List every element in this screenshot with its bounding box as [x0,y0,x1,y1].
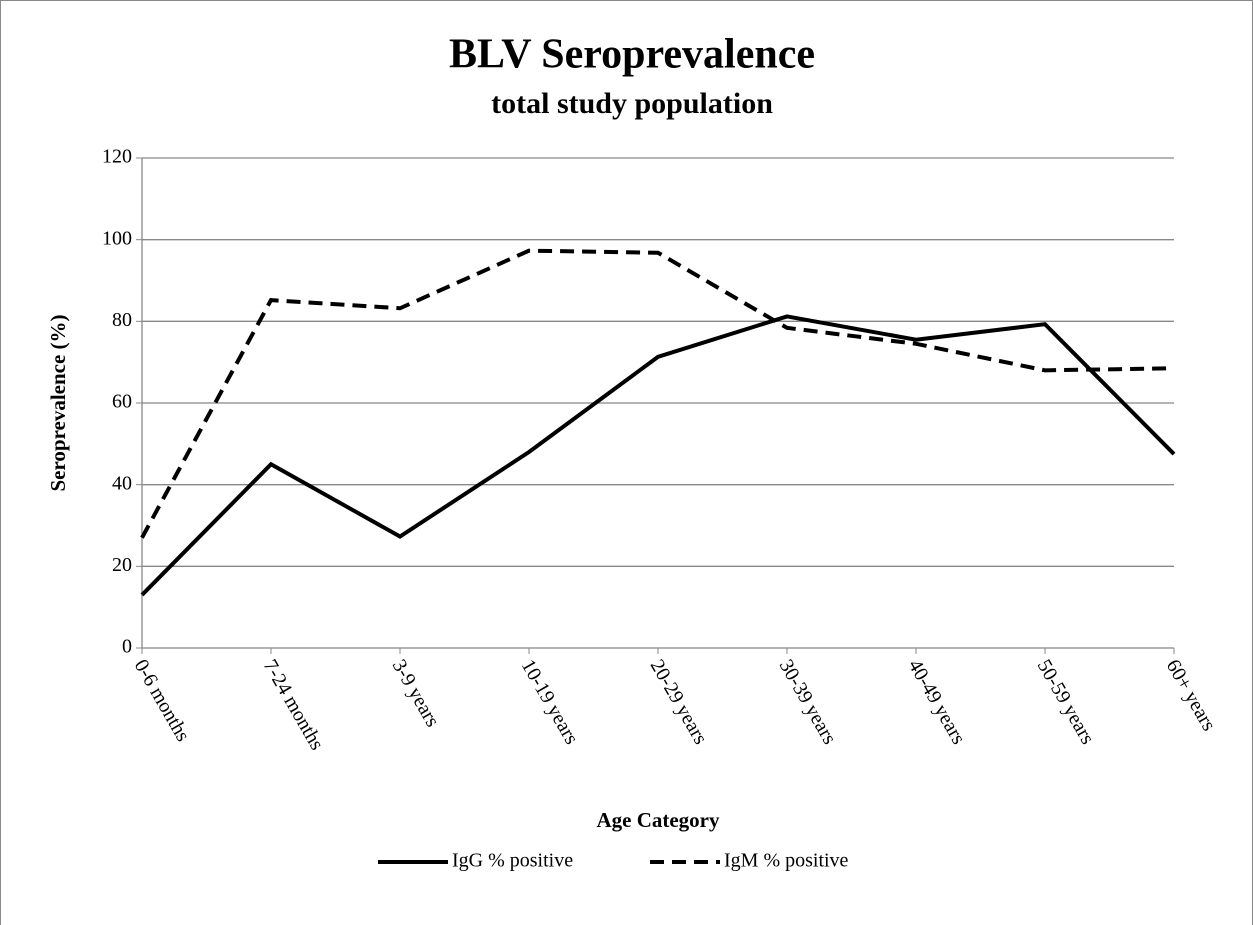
y-tick-label: 40 [112,472,132,494]
x-axis-title: Age Category [596,808,720,832]
y-tick-label: 20 [112,554,132,576]
legend-label: IgG % positive [452,850,573,872]
chart-title: BLV Seroprevalence [449,32,815,78]
y-tick-label: 80 [112,309,132,331]
y-tick-label: 0 [122,636,132,658]
chart-subtitle: total study population [491,87,773,120]
y-axis-title: Seroprevalence (%) [46,314,70,491]
line-series [140,314,1176,597]
y-tick-label: 60 [112,391,132,413]
y-tick-label: 120 [102,146,132,168]
legend-label: IgM % positive [724,850,849,872]
y-tick-label: 100 [102,227,132,249]
line-series [140,248,1175,539]
